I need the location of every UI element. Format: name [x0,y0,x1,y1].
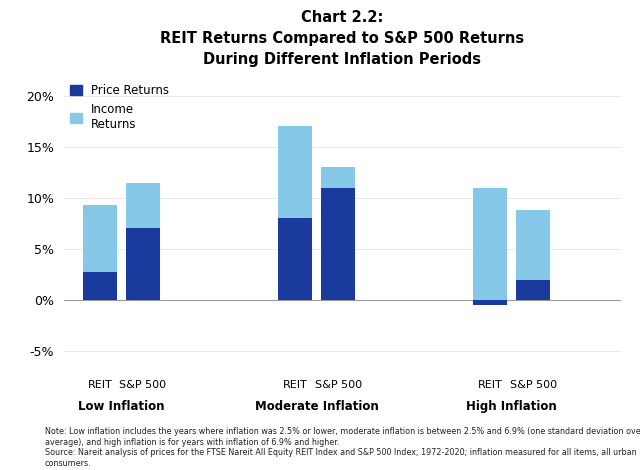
Text: Low Inflation: Low Inflation [78,400,164,413]
Bar [516,280,550,300]
Bar [473,188,508,300]
Text: S&P 500: S&P 500 [120,380,166,390]
Bar [473,300,508,305]
Bar [278,126,312,219]
Text: High Inflation: High Inflation [467,400,557,413]
Text: Note: Low inflation includes the years where inflation was 2.5% or lower, modera: Note: Low inflation includes the years w… [45,427,640,468]
Text: REIT: REIT [88,380,112,390]
Bar [516,210,550,280]
Title: Chart 2.2:
REIT Returns Compared to S&P 500 Returns
During Different Inflation P: Chart 2.2: REIT Returns Compared to S&P … [161,10,524,67]
Text: REIT: REIT [283,380,307,390]
Bar [321,188,355,300]
Legend: Price Returns, Income
Returns: Price Returns, Income Returns [70,84,169,131]
Bar [125,227,160,300]
Bar [125,182,160,227]
Text: REIT: REIT [478,380,502,390]
Text: Moderate Inflation: Moderate Inflation [255,400,378,413]
Bar [321,167,355,188]
Text: S&P 500: S&P 500 [314,380,362,390]
Text: S&P 500: S&P 500 [509,380,557,390]
Bar [83,272,117,300]
Bar [278,219,312,300]
Bar [83,205,117,272]
